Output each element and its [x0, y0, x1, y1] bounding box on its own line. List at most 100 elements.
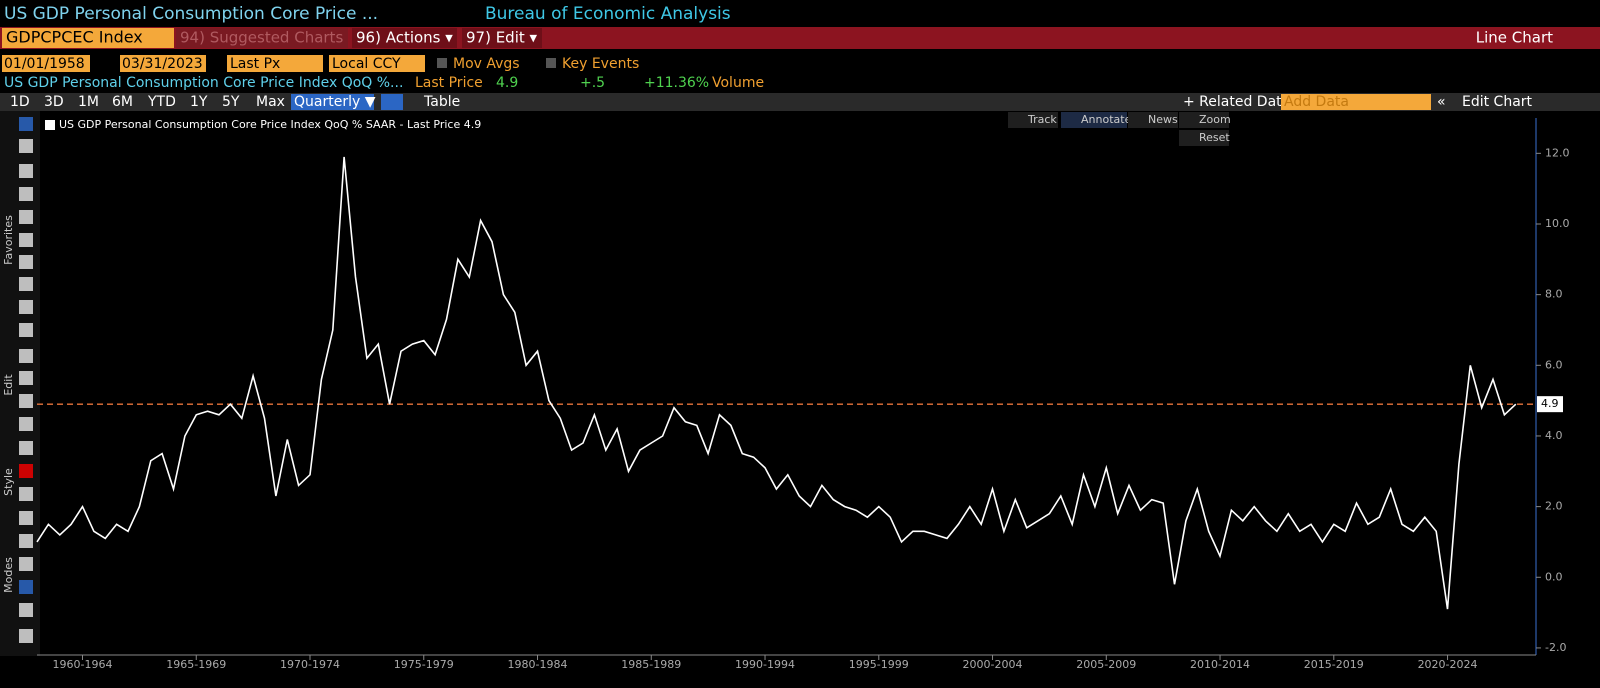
key-events[interactable]: Key Events	[562, 56, 639, 72]
pct-change: +11.36%	[644, 75, 709, 91]
net-change: +.5	[580, 75, 605, 91]
tool-icon[interactable]	[19, 300, 33, 314]
tool-icon[interactable]	[19, 629, 33, 643]
x-tick-label: 1990-1994	[735, 658, 795, 671]
tool-icon[interactable]	[19, 187, 33, 201]
mov-avgs[interactable]: Mov Avgs	[453, 56, 520, 72]
tool-icon[interactable]	[19, 487, 33, 501]
range-button[interactable]: 6M	[112, 94, 133, 110]
tool-icon[interactable]	[19, 557, 33, 571]
security-name: US GDP Personal Consumption Core Price I…	[4, 75, 403, 91]
x-tick-label: 1985-1989	[621, 658, 681, 671]
tool-icon[interactable]	[19, 441, 33, 455]
range-button[interactable]: YTD	[147, 94, 176, 110]
suggested[interactable]: 94) Suggested Charts	[180, 29, 343, 47]
end-date[interactable]: 03/31/2023	[122, 56, 203, 72]
ticker-box[interactable]	[2, 28, 174, 48]
chart-button-bg[interactable]	[1008, 112, 1058, 128]
end-date-box[interactable]	[120, 55, 206, 72]
last-label: Last Price	[415, 75, 483, 91]
tool-icon[interactable]	[19, 117, 33, 131]
period[interactable]: Quarterly ▼	[294, 94, 376, 110]
y-tick-label: 2.0	[1545, 500, 1563, 513]
add-data[interactable]: Add Data	[1284, 94, 1349, 110]
tool-icon[interactable]	[19, 323, 33, 337]
tool-icon[interactable]	[19, 233, 33, 247]
range-button[interactable]: Max	[256, 94, 285, 110]
chart-button[interactable]: Track	[1027, 113, 1057, 126]
x-tick-label: 1965-1969	[166, 658, 226, 671]
tool-icon[interactable]	[19, 511, 33, 525]
data-line	[36, 156, 1517, 610]
sidebar-section: Favorites	[2, 215, 15, 265]
sidebar-section: Style	[2, 468, 15, 496]
tool-icon[interactable]	[19, 371, 33, 385]
tool-icon[interactable]	[19, 139, 33, 153]
y-tick-label: 8.0	[1545, 288, 1563, 301]
chart-button[interactable]: News	[1148, 113, 1178, 126]
chart-icon[interactable]	[381, 94, 403, 110]
tool-icon[interactable]	[19, 394, 33, 408]
chart-button-bg[interactable]	[1179, 130, 1229, 146]
edit[interactable]: 97) Edit ▾	[466, 29, 538, 47]
view-mode: Line Chart	[1476, 29, 1553, 47]
period-box[interactable]	[291, 94, 374, 110]
field[interactable]: Last Px	[230, 56, 280, 72]
range-button[interactable]: 1M	[78, 94, 99, 110]
edit-box[interactable]	[462, 28, 542, 48]
last-price: 4.9	[496, 75, 518, 91]
actions-box[interactable]	[352, 28, 457, 48]
tool-icon[interactable]	[19, 464, 33, 478]
currency-box[interactable]	[329, 55, 425, 72]
chart-button[interactable]: Reset	[1199, 131, 1230, 144]
sidebar-section: Edit	[2, 374, 15, 396]
key-events-check[interactable]	[546, 58, 556, 68]
tool-icon[interactable]	[19, 210, 33, 224]
tool-icon[interactable]	[19, 277, 33, 291]
suggested-box[interactable]	[176, 28, 348, 48]
currency[interactable]: Local CCY	[332, 56, 401, 72]
start-date[interactable]: 01/01/1958	[4, 56, 85, 72]
chart-button[interactable]: Annotate	[1081, 113, 1132, 126]
x-tick-label: 2000-2004	[963, 658, 1023, 671]
tool-icon[interactable]	[19, 164, 33, 178]
source: Bureau of Economic Analysis	[485, 4, 731, 24]
x-tick-label: 2015-2019	[1304, 658, 1364, 671]
chart-button-bg[interactable]	[1179, 112, 1229, 128]
tool-icon[interactable]	[19, 255, 33, 269]
chart-button-bg[interactable]	[1061, 112, 1127, 128]
start-date-box[interactable]	[2, 55, 90, 72]
collapse[interactable]: «	[1437, 94, 1446, 110]
x-tick-label: 1960-1964	[53, 658, 113, 671]
y-tick-label: 4.0	[1545, 429, 1563, 442]
tool-icon[interactable]	[19, 349, 33, 363]
add-data-box[interactable]	[1281, 94, 1431, 110]
tool-icon[interactable]	[19, 534, 33, 548]
range-button[interactable]: 5Y	[222, 94, 240, 110]
range-button[interactable]: 1Y	[190, 94, 208, 110]
range-button[interactable]: 1D	[10, 94, 30, 110]
tool-icon[interactable]	[19, 580, 33, 594]
chart-button-bg[interactable]	[1128, 112, 1178, 128]
tool-icon[interactable]	[19, 417, 33, 431]
ticker[interactable]: GDPCPCEC Index	[6, 28, 143, 47]
last-price-tag	[1537, 396, 1563, 413]
x-tick-label: 2005-2009	[1076, 658, 1136, 671]
actions[interactable]: 96) Actions ▾	[356, 29, 453, 47]
sidebar-section: Modes	[2, 557, 15, 593]
mov-avgs-check[interactable]	[437, 58, 447, 68]
y-tick-label: -2.0	[1545, 641, 1566, 654]
tool-icon[interactable]	[19, 603, 33, 617]
related-data[interactable]: + Related Data	[1183, 94, 1290, 110]
table[interactable]: Table	[423, 94, 460, 110]
legend-entry: US GDP Personal Consumption Core Price I…	[59, 118, 481, 131]
range-button[interactable]: 3D	[44, 94, 64, 110]
field-box[interactable]	[227, 55, 323, 72]
legend-swatch	[45, 120, 55, 130]
chart-button[interactable]: Zoom	[1199, 113, 1231, 126]
y-tick-label: 10.0	[1545, 217, 1570, 230]
edit-chart[interactable]: Edit Chart	[1462, 94, 1533, 110]
x-tick-label: 1980-1984	[508, 658, 568, 671]
